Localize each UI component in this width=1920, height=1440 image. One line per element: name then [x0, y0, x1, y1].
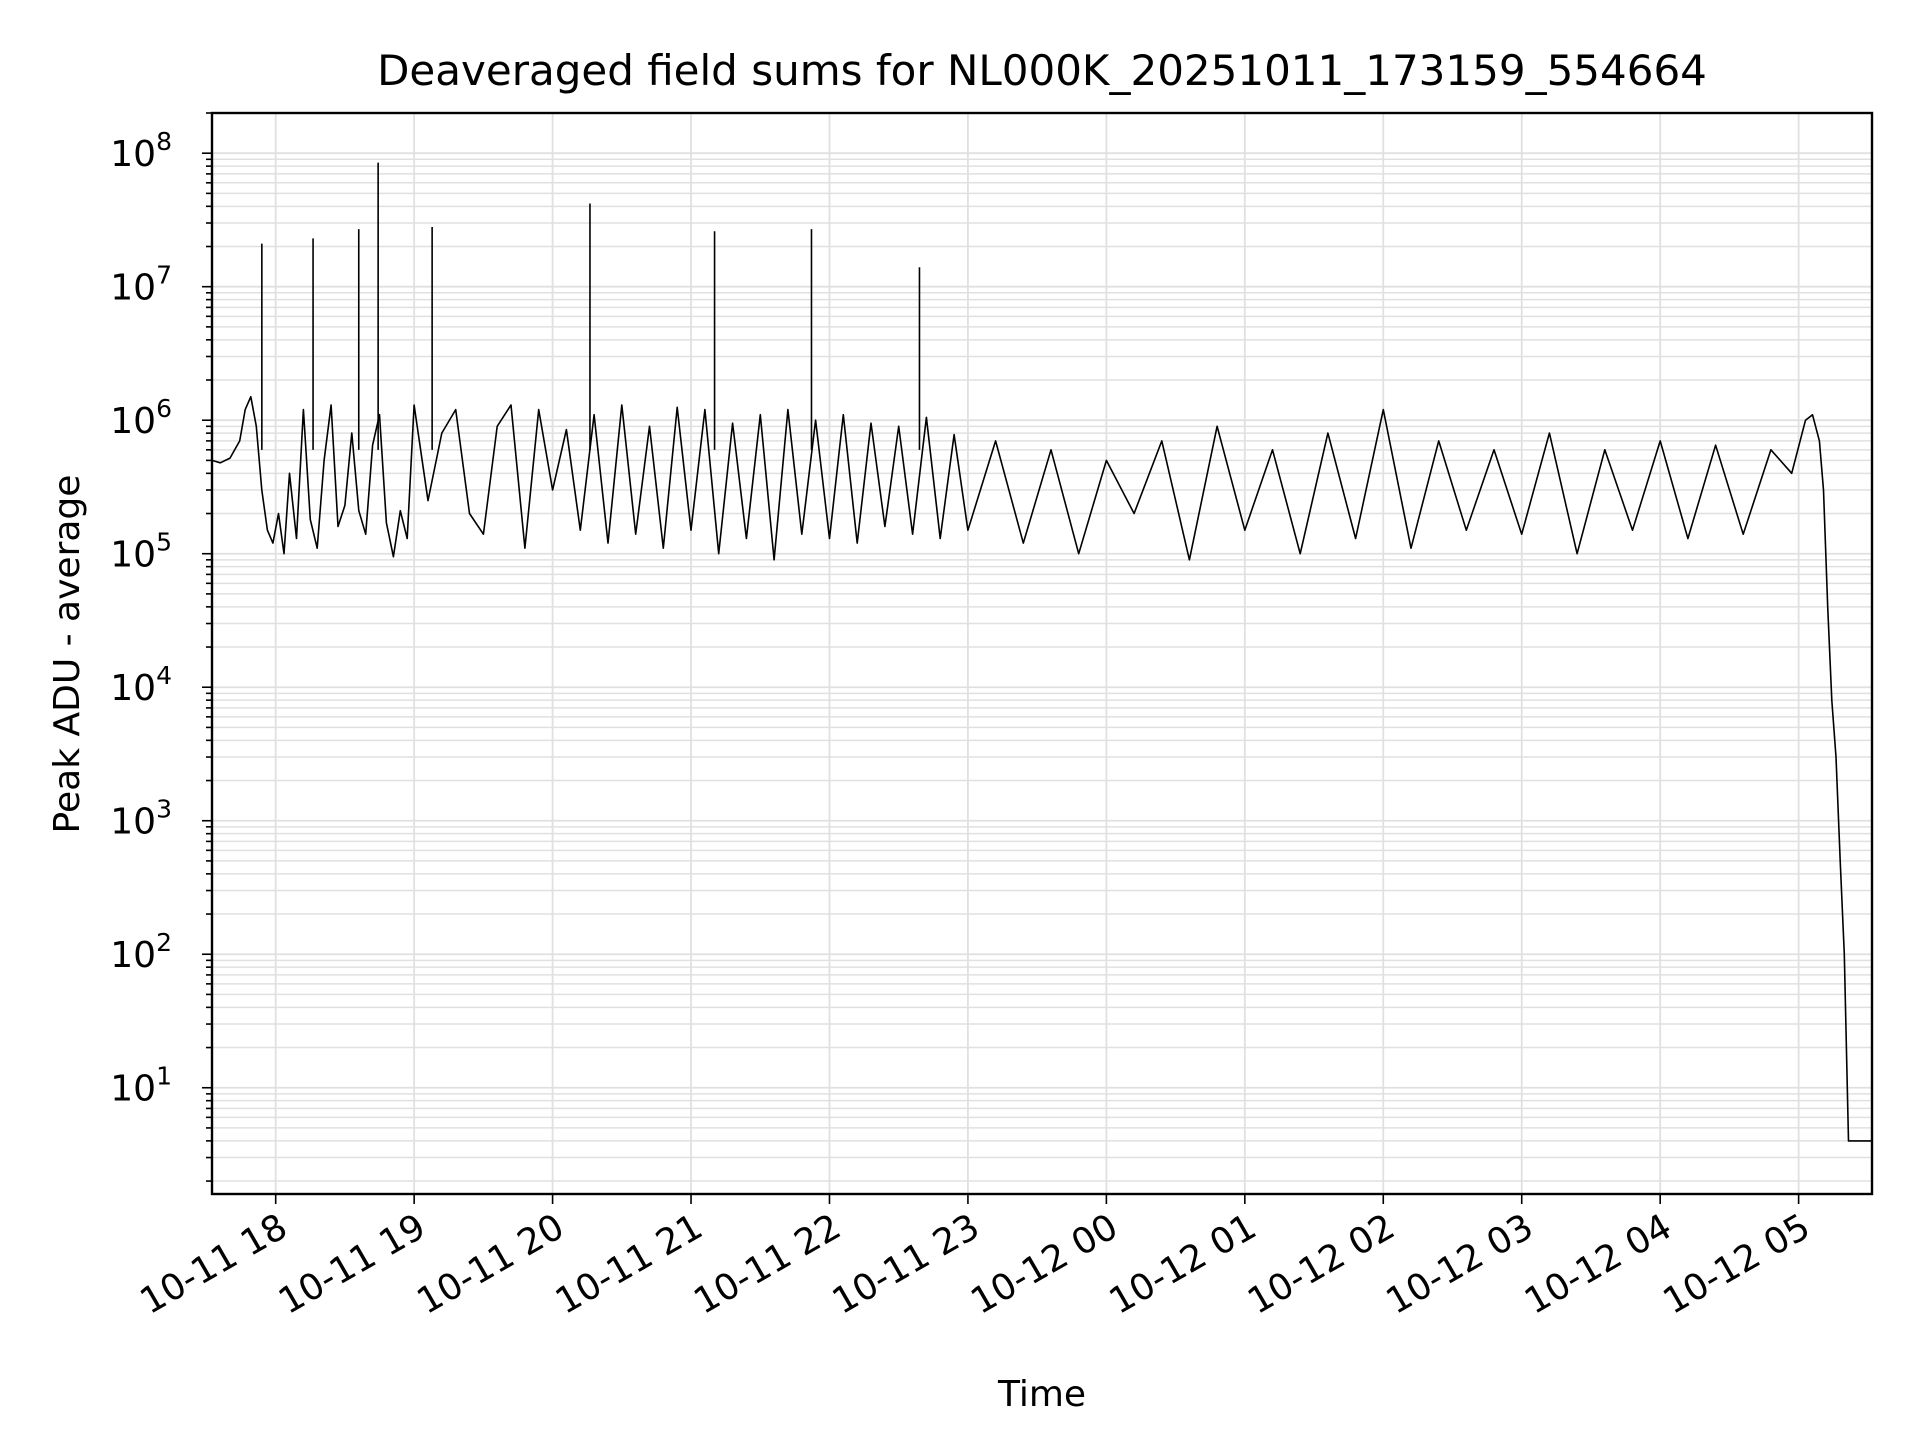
- y-tick-exponent: 6: [156, 394, 172, 423]
- y-tick-base: 10: [110, 1069, 156, 1110]
- y-tick-base: 10: [110, 535, 156, 576]
- grid-layer: [212, 112, 1872, 1194]
- y-tick-exponent: 7: [156, 261, 172, 290]
- y-tick-label: 102: [110, 928, 172, 976]
- y-tick-exponent: 1: [156, 1062, 172, 1091]
- y-tick-base: 10: [110, 401, 156, 442]
- y-tick-exponent: 3: [156, 795, 172, 824]
- y-tick-label: 108: [110, 127, 172, 175]
- y-tick-label: 104: [110, 661, 172, 709]
- y-tick-base: 10: [110, 668, 156, 709]
- y-tick-exponent: 4: [156, 661, 172, 690]
- y-tick-exponent: 8: [156, 127, 172, 156]
- y-axis-label: Peak ADU - average: [47, 475, 88, 834]
- x-axis-label: Time: [997, 1374, 1086, 1415]
- y-tick-label: 105: [110, 528, 172, 576]
- y-tick-label: 103: [110, 795, 172, 843]
- y-tick-base: 10: [110, 134, 156, 175]
- y-tick-base: 10: [110, 268, 156, 309]
- y-tick-label: 107: [110, 261, 172, 309]
- chart-title: Deaveraged field sums for NL000K_2025101…: [377, 46, 1707, 95]
- y-tick-exponent: 5: [156, 528, 172, 557]
- y-tick-label: 101: [110, 1062, 172, 1110]
- y-tick-exponent: 2: [156, 928, 172, 957]
- series-line: [211, 395, 1872, 1142]
- y-tick-base: 10: [110, 935, 156, 976]
- y-tick-label: 106: [110, 394, 172, 442]
- series-layer: [211, 162, 1872, 1142]
- plot-frame: [210, 111, 1874, 1196]
- y-tick-base: 10: [110, 802, 156, 843]
